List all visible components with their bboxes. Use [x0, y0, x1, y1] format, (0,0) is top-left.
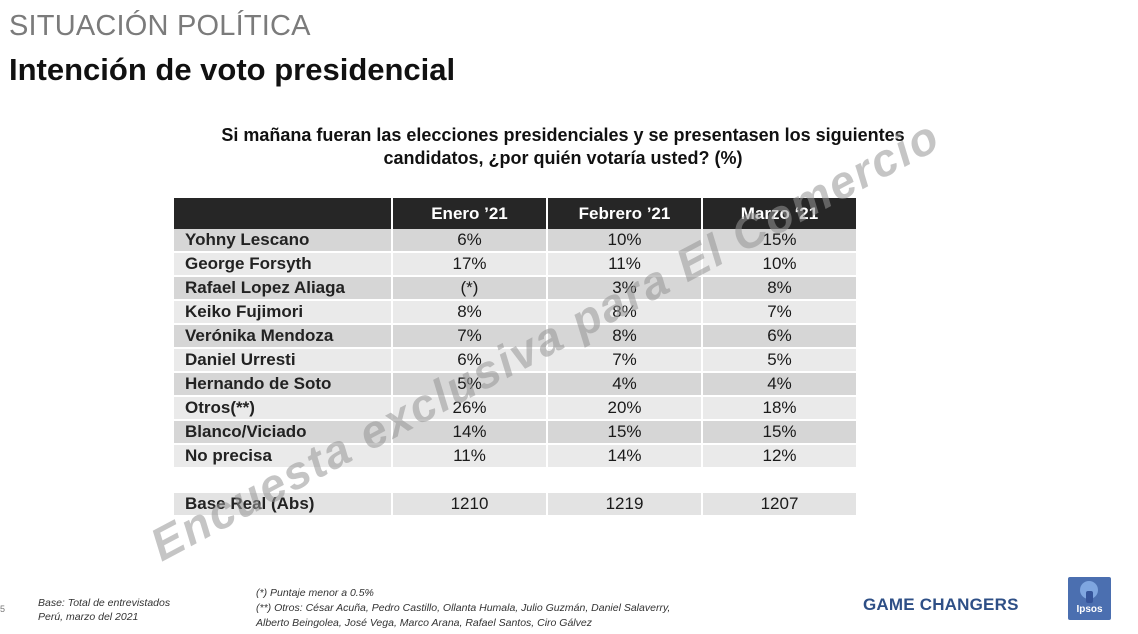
question-line-2: candidatos, ¿por quién votaría usted? (%…: [383, 148, 743, 168]
value-cell: 5%: [703, 349, 858, 373]
table-row: Yohny Lescano 6% 10% 15%: [174, 229, 858, 253]
table-row: Daniel Urresti 6% 7% 5%: [174, 349, 858, 373]
header-cell-marzo: Marzo ‘21: [703, 198, 858, 229]
footnotes: (*) Puntaje menor a 0.5% (**) Otros: Cés…: [256, 586, 670, 631]
value-cell: 4%: [703, 373, 858, 397]
value-cell: 18%: [703, 397, 858, 421]
value-cell: 8%: [703, 277, 858, 301]
candidate-name: No precisa: [174, 445, 393, 469]
value-cell: (*): [393, 277, 548, 301]
value-cell: 11%: [393, 445, 548, 469]
table-row: No precisa 11% 14% 12%: [174, 445, 858, 469]
vote-intention-table: Enero ’21 Febrero ’21 Marzo ‘21 Yohny Le…: [174, 198, 858, 517]
value-cell: 3%: [548, 277, 703, 301]
question-line-1: Si mañana fueran las elecciones presiden…: [221, 125, 905, 145]
section-label: SITUACIÓN POLÍTICA: [9, 10, 311, 42]
footnote-1: (*) Puntaje menor a 0.5%: [256, 587, 374, 599]
base-note-line-1: Base: Total de entrevistados: [38, 597, 171, 609]
candidate-name: Rafael Lopez Aliaga: [174, 277, 393, 301]
base-note-line-2: Perú, marzo del 2021: [38, 611, 139, 623]
value-cell: 4%: [548, 373, 703, 397]
base-label: Base Real (Abs): [174, 493, 393, 517]
value-cell: 7%: [548, 349, 703, 373]
page-title: Intención de voto presidencial: [9, 52, 456, 87]
header-cell-febrero: Febrero ’21: [548, 198, 703, 229]
value-cell: 14%: [393, 421, 548, 445]
candidate-name: Hernando de Soto: [174, 373, 393, 397]
logo-mark-icon: [1080, 581, 1098, 599]
value-cell: 6%: [393, 349, 548, 373]
value-cell: 26%: [393, 397, 548, 421]
table-header-row: Enero ’21 Febrero ’21 Marzo ‘21: [174, 198, 858, 229]
base-value: 1219: [548, 493, 703, 517]
spacer-cell: [393, 469, 548, 493]
candidate-name: Otros(**): [174, 397, 393, 421]
logo-text: Ipsos: [1076, 604, 1103, 615]
brand-tagline: GAME CHANGERS: [863, 595, 1019, 614]
value-cell: 10%: [703, 253, 858, 277]
footnote-2: (**) Otros: César Acuña, Pedro Castillo,…: [256, 602, 671, 614]
value-cell: 8%: [393, 301, 548, 325]
candidate-name: George Forsyth: [174, 253, 393, 277]
ipsos-logo: Ipsos: [1068, 577, 1111, 620]
value-cell: 14%: [548, 445, 703, 469]
footnote-3: Alberto Beingolea, José Vega, Marco Aran…: [256, 617, 592, 629]
value-cell: 20%: [548, 397, 703, 421]
value-cell: 15%: [703, 421, 858, 445]
candidate-name: Blanco/Viciado: [174, 421, 393, 445]
candidate-name: Daniel Urresti: [174, 349, 393, 373]
value-cell: 10%: [548, 229, 703, 253]
value-cell: 15%: [703, 229, 858, 253]
value-cell: 6%: [393, 229, 548, 253]
candidate-name: Verónika Mendoza: [174, 325, 393, 349]
spacer-cell: [174, 469, 393, 493]
base-value: 1210: [393, 493, 548, 517]
spacer-cell: [703, 469, 858, 493]
value-cell: 12%: [703, 445, 858, 469]
value-cell: 7%: [393, 325, 548, 349]
spacer-cell: [548, 469, 703, 493]
table-spacer-row: [174, 469, 858, 493]
table-row: Keiko Fujimori 8% 8% 7%: [174, 301, 858, 325]
value-cell: 5%: [393, 373, 548, 397]
value-cell: 6%: [703, 325, 858, 349]
table-row: Verónika Mendoza 7% 8% 6%: [174, 325, 858, 349]
survey-question: Si mañana fueran las elecciones presiden…: [160, 124, 966, 170]
table-row: Rafael Lopez Aliaga (*) 3% 8%: [174, 277, 858, 301]
value-cell: 8%: [548, 301, 703, 325]
table-row: Blanco/Viciado 14% 15% 15%: [174, 421, 858, 445]
header-cell-enero: Enero ’21: [393, 198, 548, 229]
value-cell: 17%: [393, 253, 548, 277]
header-cell-blank: [174, 198, 393, 229]
candidate-name: Keiko Fujimori: [174, 301, 393, 325]
page-number: 5: [0, 604, 6, 614]
table-row: Otros(**) 26% 20% 18%: [174, 397, 858, 421]
table-row: Hernando de Soto 5% 4% 4%: [174, 373, 858, 397]
table-row: George Forsyth 17% 11% 10%: [174, 253, 858, 277]
base-value: 1207: [703, 493, 858, 517]
logo-mark-stem-icon: [1086, 591, 1093, 603]
value-cell: 7%: [703, 301, 858, 325]
value-cell: 15%: [548, 421, 703, 445]
base-row: Base Real (Abs) 1210 1219 1207: [174, 493, 858, 517]
value-cell: 8%: [548, 325, 703, 349]
candidate-name: Yohny Lescano: [174, 229, 393, 253]
base-note: Base: Total de entrevistados Perú, marzo…: [38, 596, 170, 624]
value-cell: 11%: [548, 253, 703, 277]
